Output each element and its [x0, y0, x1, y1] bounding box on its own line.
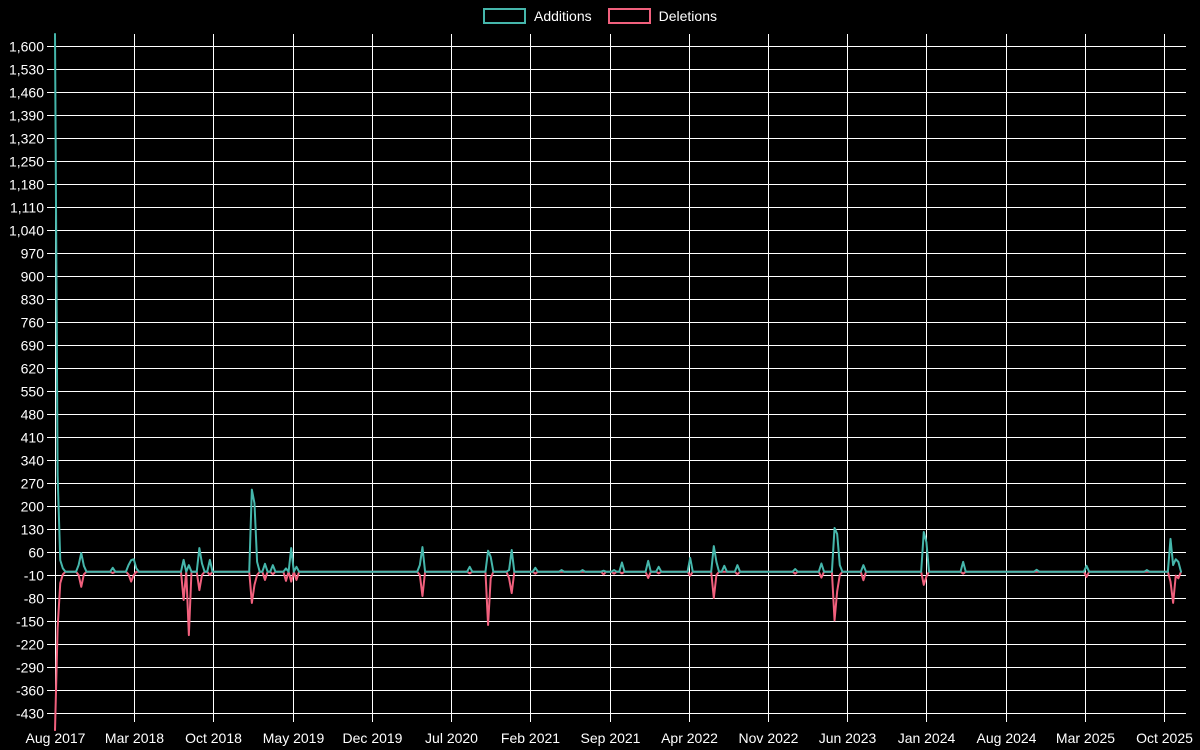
- legend-item-additions[interactable]: Additions: [483, 7, 592, 25]
- legend-label-deletions: Deletions: [658, 8, 717, 24]
- x-axis-tick-label: Mar 2018: [105, 730, 164, 746]
- y-axis-tick-label: 1,530: [9, 62, 44, 78]
- y-axis-tick-label: 900: [21, 269, 45, 285]
- additions-swatch-icon: [483, 8, 527, 24]
- x-axis-tick-label: May 2019: [263, 730, 325, 746]
- y-axis-labels: -430 -360 -290 -220 -150 -80 -10 60 130 200 270 340…: [9, 39, 44, 722]
- y-axis-tick-label: 690: [21, 338, 45, 354]
- y-axis-tick-label: 970: [21, 246, 45, 262]
- y-axis-tick-label: -220: [16, 637, 44, 653]
- x-axis-tick-label: Apr 2022: [661, 730, 718, 746]
- y-axis-tick-label: 130: [21, 522, 45, 538]
- x-axis-tick-label: Oct 2025: [1136, 730, 1193, 746]
- x-axis-labels: Aug 2017 Mar 2018 Oct 2018 May 2019 Dec 2019…: [26, 730, 1194, 746]
- y-axis-tick-label: 830: [21, 292, 45, 308]
- y-axis-tick-label: 760: [21, 315, 45, 331]
- legend-item-deletions[interactable]: Deletions: [607, 7, 717, 25]
- y-axis-tick-label: 270: [21, 476, 45, 492]
- y-axis-tick-label: -150: [16, 614, 44, 630]
- y-axis-tick-label: 480: [21, 407, 45, 423]
- y-axis-tick-label: 1,040: [9, 223, 44, 239]
- x-axis-tick-label: Sep 2021: [581, 730, 641, 746]
- x-axis-tick-label: Aug 2017: [26, 730, 86, 746]
- y-axis-tick-label: 1,320: [9, 131, 44, 147]
- y-axis-tick-label: 1,600: [9, 39, 44, 55]
- y-axis-tick-label: 340: [21, 453, 45, 469]
- y-axis-tick-label: 1,110: [10, 200, 44, 216]
- y-axis-tick-label: -80: [24, 591, 44, 607]
- legend: Additions Deletions: [0, 7, 1200, 25]
- y-axis-tick-label: 620: [21, 361, 45, 377]
- y-axis-tick-label: 60: [28, 545, 44, 561]
- y-axis-tick-label: 1,250: [9, 154, 44, 170]
- y-axis-tick-label: -10: [24, 568, 44, 584]
- horizontal-gridlines: [47, 46, 1186, 714]
- deletions-swatch-icon: [607, 8, 651, 24]
- vertical-gridlines: [55, 34, 1165, 722]
- deletions-line: [54, 570, 1182, 732]
- y-axis-tick-label: 1,390: [9, 108, 44, 124]
- y-axis-tick-label: 1,460: [9, 85, 44, 101]
- y-axis-tick-label: 410: [21, 430, 45, 446]
- x-axis-tick-label: Jan 2024: [898, 730, 956, 746]
- y-axis-tick-label: 550: [21, 384, 45, 400]
- additions-line: [54, 33, 1182, 573]
- x-axis-tick-label: Oct 2018: [185, 730, 242, 746]
- legend-label-additions: Additions: [534, 8, 592, 24]
- x-axis-tick-label: Jun 2023: [819, 730, 877, 746]
- x-axis-tick-label: Aug 2024: [977, 730, 1037, 746]
- x-axis-tick-label: Jul 2020: [425, 730, 478, 746]
- x-axis-tick-label: Nov 2022: [739, 730, 799, 746]
- x-axis-tick-label: Mar 2025: [1056, 730, 1115, 746]
- x-axis-tick-label: Dec 2019: [343, 730, 403, 746]
- x-axis-tick-label: Feb 2021: [501, 730, 560, 746]
- y-axis-tick-label: 1,180: [9, 177, 44, 193]
- y-axis-tick-label: -290: [16, 660, 44, 676]
- y-axis-tick-label: -430: [16, 706, 44, 722]
- y-axis-tick-label: 200: [21, 499, 45, 515]
- y-axis-tick-label: -360: [16, 683, 44, 699]
